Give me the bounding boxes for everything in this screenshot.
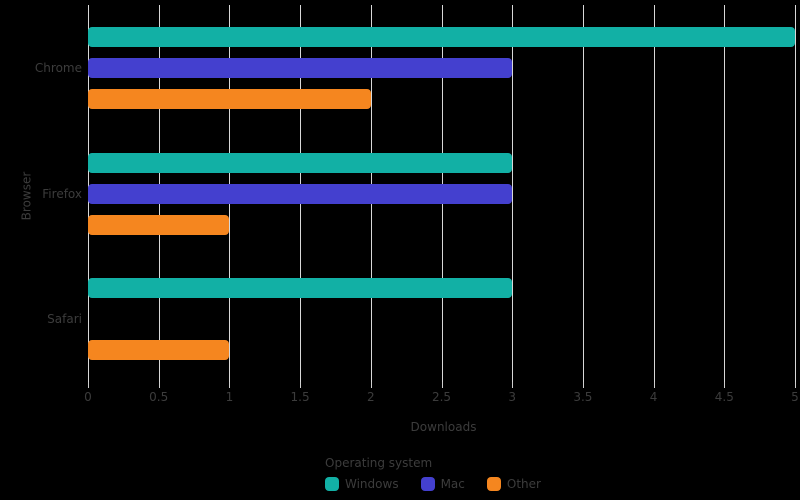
legend-item[interactable]: Mac bbox=[420, 477, 465, 491]
gridline bbox=[512, 5, 514, 382]
x-axis-tick-label: 4 bbox=[649, 390, 658, 404]
x-axis-tick-label: 3.5 bbox=[573, 390, 593, 404]
bar[interactable] bbox=[88, 340, 230, 361]
x-axis-tick-label: 0 bbox=[84, 390, 92, 404]
legend-item-label: Windows bbox=[345, 477, 399, 491]
x-axis-tick-label: 1 bbox=[225, 390, 234, 404]
legend-items: Windows Mac Other bbox=[325, 477, 800, 491]
gridline bbox=[724, 5, 726, 382]
bar[interactable] bbox=[88, 278, 513, 299]
x-axis-tick-label: 5 bbox=[791, 390, 799, 404]
x-axis-tick-label: 3 bbox=[508, 390, 517, 404]
x-axis-tick bbox=[653, 382, 655, 388]
x-axis-tick bbox=[582, 382, 584, 388]
x-axis-tick bbox=[724, 382, 726, 388]
legend-swatch-icon bbox=[325, 477, 339, 491]
bar[interactable] bbox=[88, 183, 513, 204]
legend: Operating system Windows Mac Other bbox=[0, 456, 800, 491]
y-axis-tick-label: Firefox bbox=[42, 186, 82, 201]
x-axis-title-text: Downloads bbox=[410, 420, 477, 434]
bar[interactable] bbox=[88, 152, 513, 173]
gridline bbox=[795, 5, 796, 382]
x-axis-tick-label: 4.5 bbox=[714, 390, 734, 404]
x-axis-tick-label: 1.5 bbox=[290, 390, 310, 404]
x-axis-tick bbox=[512, 382, 514, 388]
x-axis-tick bbox=[229, 382, 231, 388]
plot-area bbox=[88, 5, 796, 382]
gridline bbox=[653, 5, 655, 382]
x-axis-tick bbox=[795, 382, 796, 388]
y-axis-title: Browser bbox=[19, 172, 33, 221]
bar[interactable] bbox=[88, 214, 230, 235]
x-axis-title: Downloads bbox=[0, 420, 800, 434]
x-axis-tick bbox=[370, 382, 372, 388]
y-axis-tick-label: Chrome bbox=[34, 60, 82, 75]
y-axis-title-text: Browser bbox=[19, 171, 34, 221]
x-axis-tick-label: 2.5 bbox=[431, 390, 452, 404]
x-axis-tick bbox=[88, 382, 89, 388]
gridline bbox=[582, 5, 584, 382]
x-axis-tick bbox=[300, 382, 302, 388]
legend-swatch-icon bbox=[486, 477, 501, 491]
x-axis-tick bbox=[441, 382, 443, 388]
legend-swatch-icon bbox=[420, 477, 435, 491]
y-axis-tick-label: Safari bbox=[47, 312, 82, 327]
bar[interactable] bbox=[88, 26, 795, 47]
bar[interactable] bbox=[88, 57, 513, 78]
x-axis-tick bbox=[158, 382, 160, 388]
legend-title: Operating system bbox=[325, 456, 433, 470]
bar[interactable] bbox=[88, 88, 371, 109]
x-axis-tick-label: 0.5 bbox=[149, 390, 169, 404]
x-axis-tick-label: 2 bbox=[366, 390, 375, 404]
legend-item-label: Mac bbox=[440, 477, 465, 491]
legend-item-label: Other bbox=[506, 477, 541, 491]
legend-item[interactable]: Windows bbox=[325, 477, 399, 491]
legend-item[interactable]: Other bbox=[486, 477, 541, 491]
